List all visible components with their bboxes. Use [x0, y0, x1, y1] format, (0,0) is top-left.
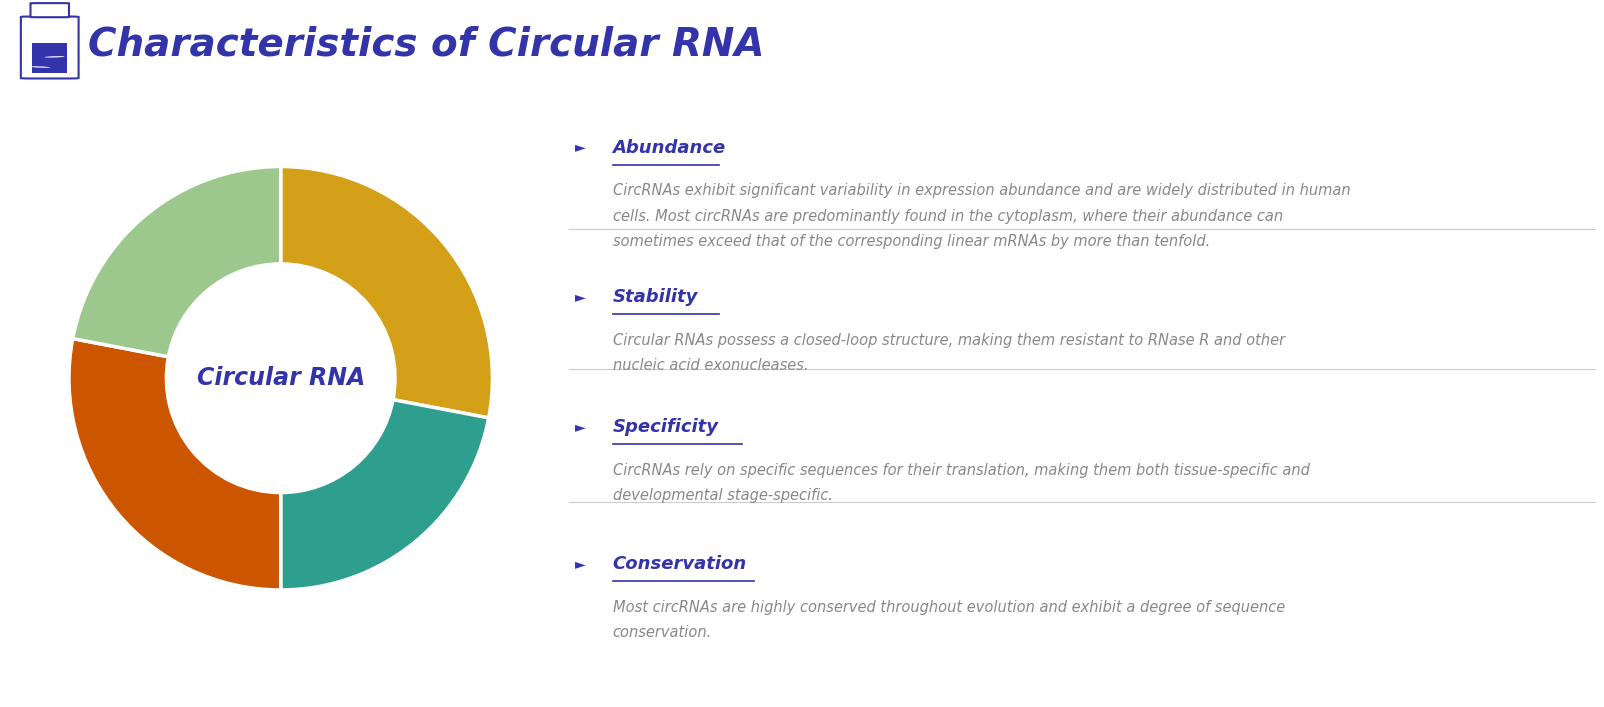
Ellipse shape: [45, 56, 64, 57]
Text: Abundance: Abundance: [613, 139, 725, 157]
Ellipse shape: [30, 66, 50, 68]
Text: Characteristics of Circular RNA: Characteristics of Circular RNA: [88, 25, 765, 63]
Text: Most circRNAs are highly conserved throughout evolution and exhibit a degree of : Most circRNAs are highly conserved throu…: [613, 600, 1285, 640]
Text: CircRNAs exhibit significant variability in expression abundance and are widely : CircRNAs exhibit significant variability…: [613, 183, 1351, 249]
Text: Circular RNA: Circular RNA: [197, 366, 364, 390]
Text: Stability: Stability: [613, 288, 698, 306]
Text: Circular RNAs possess a closed-loop structure, making them resistant to RNase R : Circular RNAs possess a closed-loop stru…: [613, 333, 1285, 373]
Text: ►: ►: [574, 141, 585, 155]
Text: ►: ►: [574, 557, 585, 571]
Text: ►: ►: [574, 420, 585, 434]
Text: Conservation: Conservation: [613, 555, 747, 573]
Text: CircRNAs rely on specific sequences for their translation, making them both tiss: CircRNAs rely on specific sequences for …: [613, 463, 1309, 503]
Wedge shape: [281, 167, 492, 418]
Text: Specificity: Specificity: [613, 419, 719, 436]
Wedge shape: [281, 399, 489, 590]
Wedge shape: [69, 339, 281, 590]
Wedge shape: [72, 167, 281, 357]
FancyBboxPatch shape: [30, 3, 69, 17]
FancyBboxPatch shape: [21, 16, 79, 78]
Bar: [32, 43, 67, 73]
Text: ►: ►: [574, 290, 585, 304]
